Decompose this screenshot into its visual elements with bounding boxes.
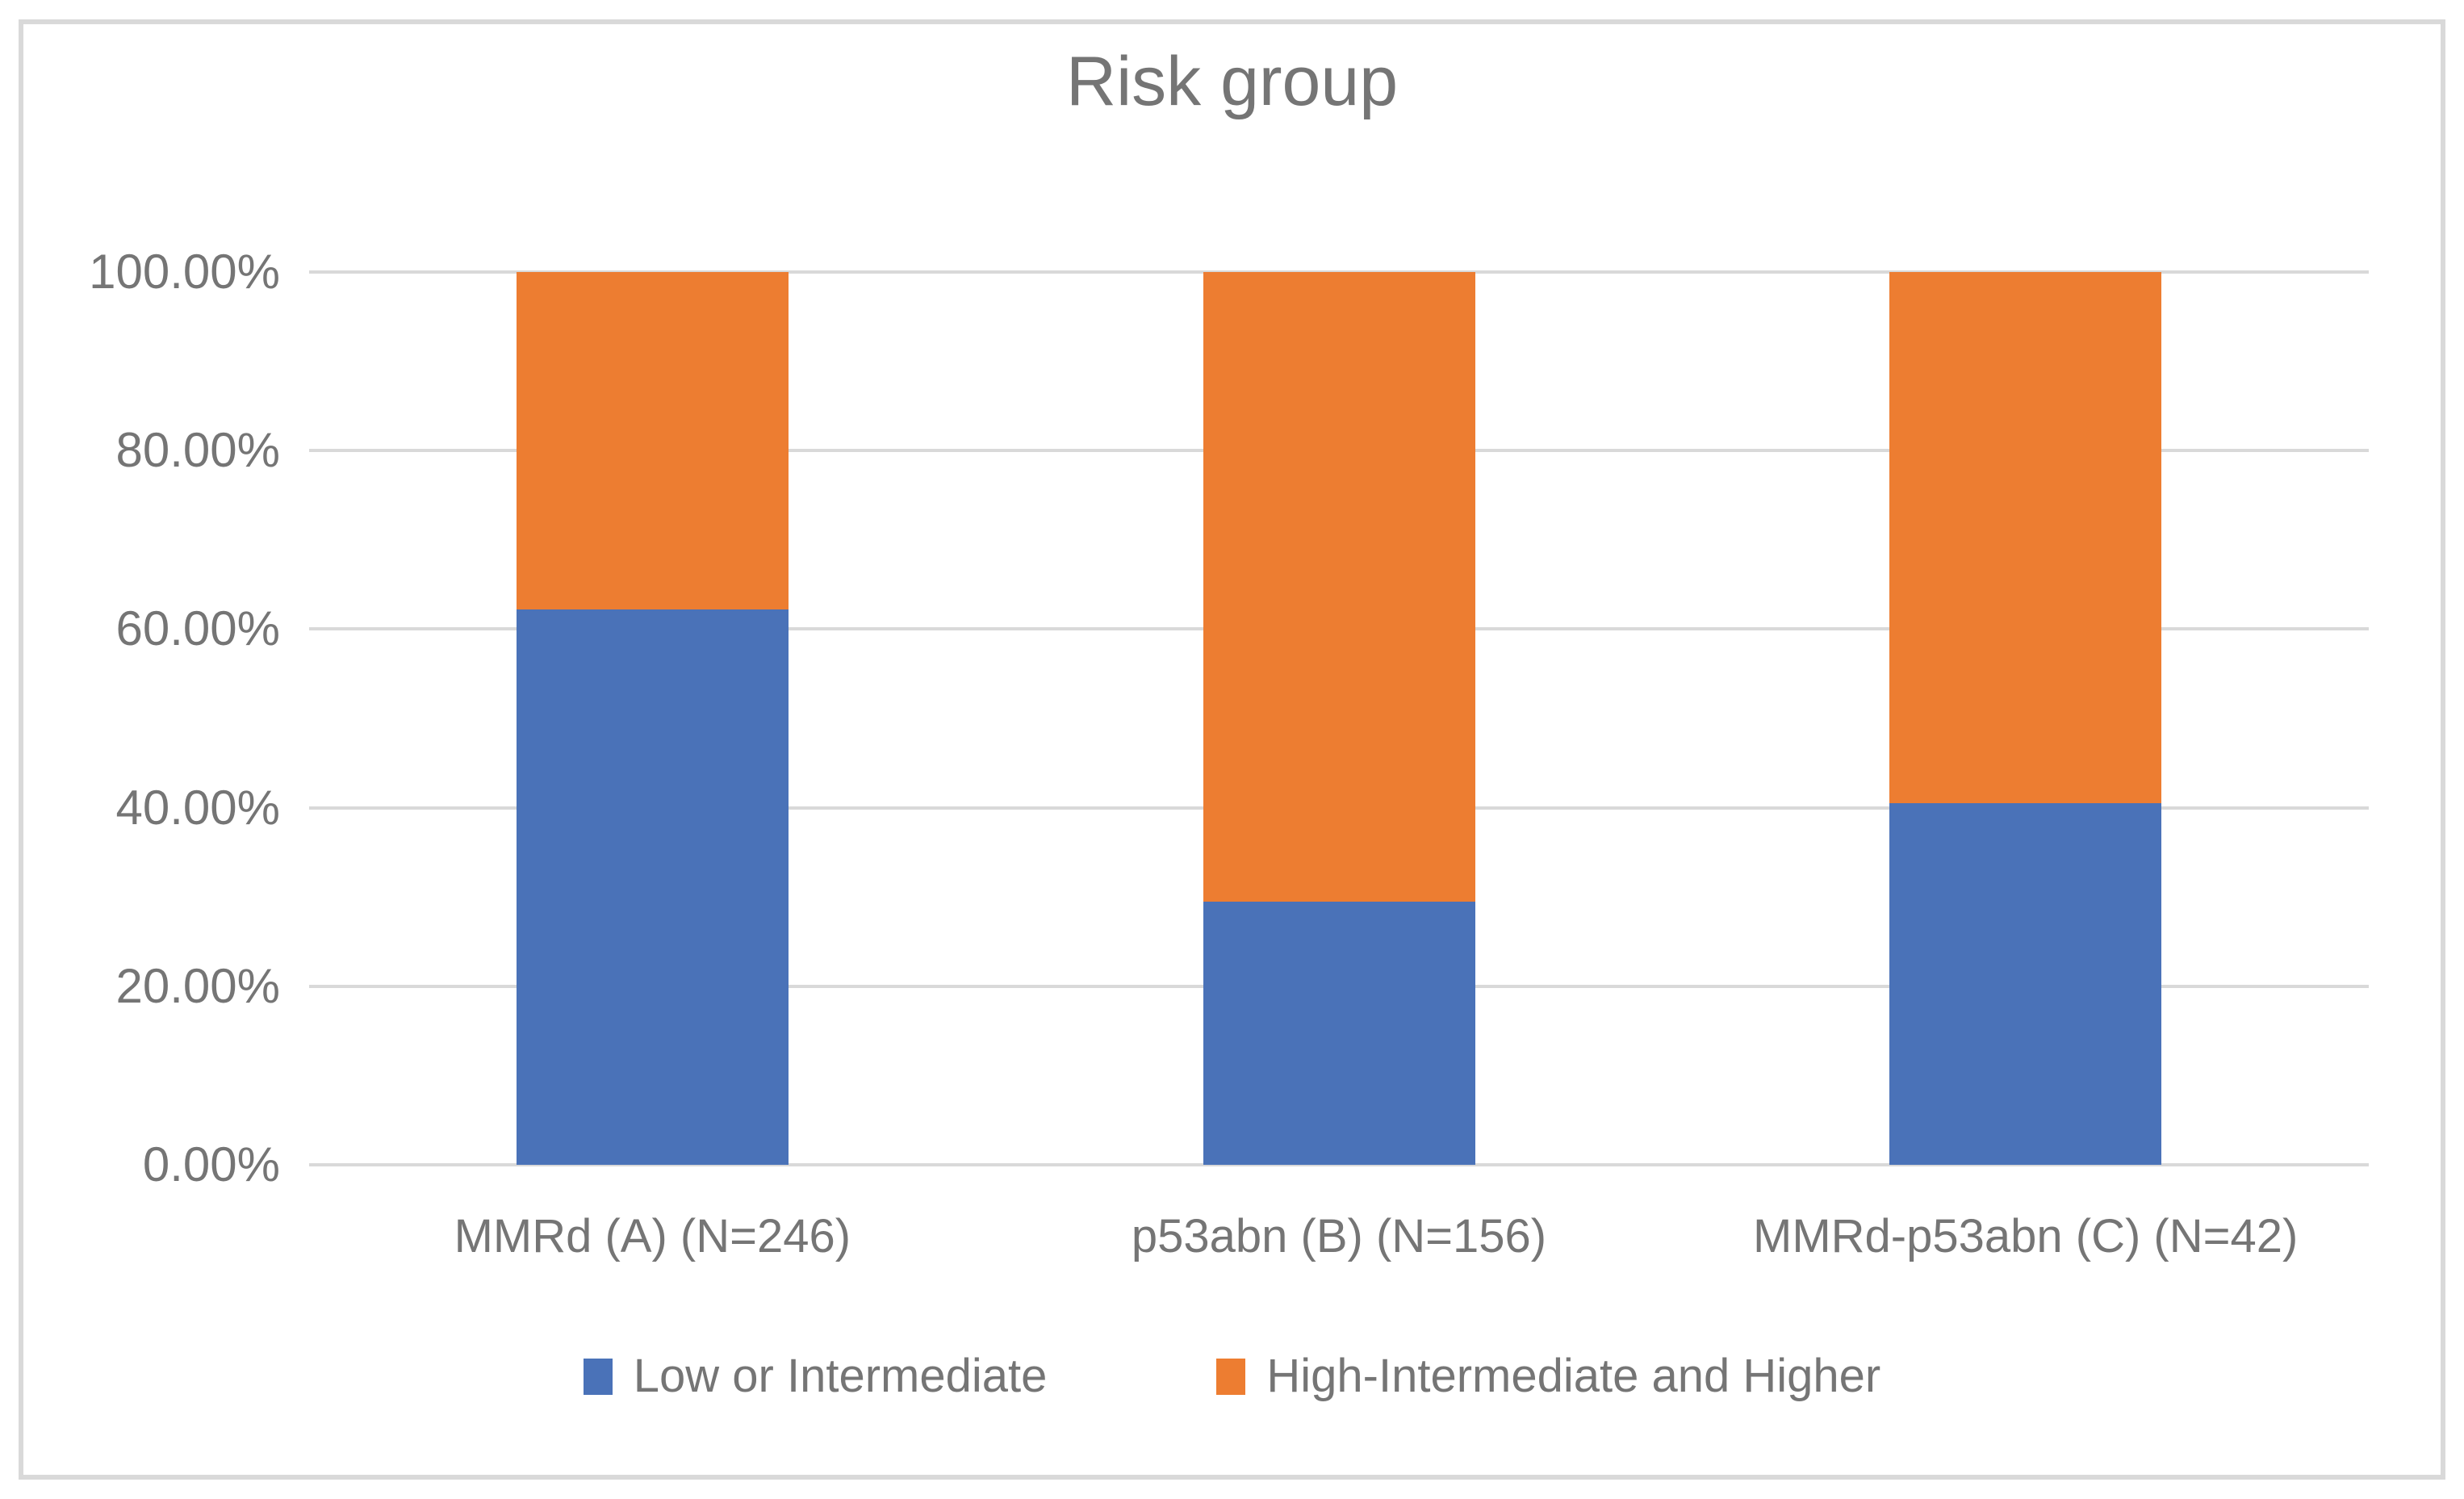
plot-area xyxy=(309,270,2369,1166)
bar-segment-high-intermediate-and-higher xyxy=(1203,272,1475,902)
stacked-bar-mmrd-p53abn-c-n-42 xyxy=(1889,272,2162,1165)
chart-title: Risk group xyxy=(1065,43,1399,120)
y-axis-tick-label: 80.00% xyxy=(115,423,281,478)
y-axis-tick-label: 40.00% xyxy=(115,780,281,835)
y-axis-tick-label: 60.00% xyxy=(115,601,281,656)
y-axis-tick-label: 100.00% xyxy=(89,245,280,299)
legend-swatch-low-or-intermediate xyxy=(583,1358,613,1395)
legend-label: Low or Intermediate xyxy=(633,1350,1048,1402)
y-axis: 0.00% 20.00% 40.00% 60.00% 80.00% 100.00% xyxy=(16,245,281,1191)
legend-swatch-high-intermediate-and-higher xyxy=(1216,1358,1246,1395)
x-axis-category-label: MMRd-p53abn (C) (N=42) xyxy=(1753,1210,2299,1262)
y-axis-tick-label: 0.00% xyxy=(142,1137,280,1191)
legend-label: High-Intermediate and Higher xyxy=(1266,1350,1881,1402)
x-axis: MMRd (A) (N=246) p53abn (B) (N=156) MMRd-p… xyxy=(309,1204,2369,1277)
stacked-bar-mmrd-a-n-246 xyxy=(516,272,789,1165)
gridline xyxy=(309,270,2369,274)
x-axis-category-label: MMRd (A) (N=246) xyxy=(454,1210,851,1262)
bar-segment-low-or-intermediate xyxy=(1889,803,2162,1165)
legend-item: Low or Intermediate xyxy=(583,1350,1048,1403)
bar-segment-low-or-intermediate xyxy=(516,609,789,1165)
legend-item: High-Intermediate and Higher xyxy=(1216,1350,1880,1403)
y-axis-tick-label: 20.00% xyxy=(115,958,281,1013)
legend: Low or Intermediate High-Intermediate an… xyxy=(0,1350,2464,1403)
x-axis-category-label: p53abn (B) (N=156) xyxy=(1131,1210,1547,1262)
stacked-bar-p53abn-b-n-156 xyxy=(1203,272,1475,1165)
bar-segment-low-or-intermediate xyxy=(1203,901,1475,1165)
gridline xyxy=(309,1163,2369,1166)
bar-segment-high-intermediate-and-higher xyxy=(516,272,789,610)
bar-segment-high-intermediate-and-higher xyxy=(1889,272,2162,804)
